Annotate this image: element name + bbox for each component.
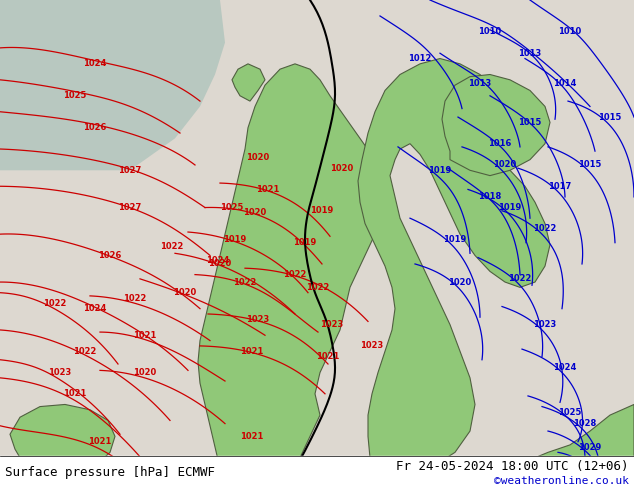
- Text: 1026: 1026: [83, 123, 107, 132]
- Text: 1028: 1028: [573, 419, 597, 428]
- Text: Fr 24-05-2024 18:00 UTC (12+06): Fr 24-05-2024 18:00 UTC (12+06): [396, 460, 629, 473]
- Text: 1015: 1015: [598, 113, 622, 122]
- Bar: [0, 456, 634, 490]
- Polygon shape: [442, 74, 550, 175]
- Text: 1021: 1021: [143, 469, 167, 478]
- Text: 1022: 1022: [43, 299, 67, 308]
- Text: 1024: 1024: [83, 304, 107, 313]
- Text: 1020: 1020: [133, 368, 157, 377]
- Text: 1021: 1021: [316, 352, 340, 361]
- Text: 1022: 1022: [233, 277, 257, 287]
- Text: 1027: 1027: [119, 203, 141, 212]
- Text: 1014: 1014: [553, 78, 577, 88]
- Text: 1023: 1023: [533, 320, 557, 329]
- Text: 1027: 1027: [119, 166, 141, 175]
- Text: 1022: 1022: [283, 270, 307, 279]
- Text: 1022: 1022: [508, 274, 532, 283]
- Text: 1015: 1015: [578, 160, 602, 170]
- Text: 1021: 1021: [256, 185, 280, 194]
- Text: 1019: 1019: [311, 206, 333, 215]
- Text: 1024: 1024: [83, 59, 107, 69]
- Text: 1024: 1024: [553, 363, 577, 372]
- Text: 1023: 1023: [247, 315, 269, 324]
- Text: 1024: 1024: [206, 256, 230, 265]
- Text: 1013: 1013: [469, 78, 491, 88]
- Text: 1021: 1021: [240, 347, 264, 356]
- Text: 1019: 1019: [223, 235, 247, 244]
- Text: 1020: 1020: [247, 153, 269, 162]
- Text: 1026: 1026: [98, 251, 122, 260]
- Text: 1021: 1021: [240, 432, 264, 441]
- Text: 1022: 1022: [533, 224, 557, 233]
- Polygon shape: [358, 58, 550, 484]
- Text: 1021: 1021: [133, 331, 157, 340]
- Polygon shape: [0, 0, 225, 171]
- Text: 1010: 1010: [479, 27, 501, 36]
- Polygon shape: [198, 64, 390, 484]
- Text: 1022: 1022: [306, 283, 330, 292]
- Text: 1012: 1012: [408, 54, 432, 63]
- Text: 1023: 1023: [320, 320, 344, 329]
- Polygon shape: [515, 404, 634, 490]
- Text: 1019: 1019: [498, 203, 522, 212]
- Text: 1022: 1022: [160, 243, 184, 251]
- Text: 1020: 1020: [173, 288, 197, 297]
- Text: 1030: 1030: [588, 464, 612, 473]
- Text: 1021: 1021: [88, 437, 112, 446]
- Text: ©weatheronline.co.uk: ©weatheronline.co.uk: [494, 476, 629, 486]
- Text: 1019: 1019: [443, 235, 467, 244]
- Text: 1019: 1019: [294, 238, 316, 247]
- Text: 1025: 1025: [63, 91, 87, 100]
- Text: 1029: 1029: [578, 442, 602, 451]
- Text: 1013: 1013: [519, 49, 541, 58]
- Text: 1015: 1015: [519, 118, 541, 127]
- Text: 1021: 1021: [63, 390, 87, 398]
- Text: 1016: 1016: [488, 139, 512, 148]
- Polygon shape: [232, 64, 265, 101]
- Text: 1020: 1020: [209, 260, 231, 269]
- Text: 1020: 1020: [243, 208, 267, 218]
- Text: 1025: 1025: [220, 203, 243, 212]
- Polygon shape: [10, 404, 115, 470]
- Text: 1023: 1023: [360, 342, 384, 350]
- Text: 1020: 1020: [330, 164, 354, 172]
- Text: 1010: 1010: [559, 27, 581, 36]
- Text: 1023: 1023: [48, 368, 72, 377]
- Text: Surface pressure [hPa] ECMWF: Surface pressure [hPa] ECMWF: [5, 466, 215, 479]
- Text: 1025: 1025: [559, 409, 581, 417]
- Text: 1017: 1017: [548, 182, 572, 191]
- Text: 1022: 1022: [74, 347, 97, 356]
- Text: 1022: 1022: [123, 294, 146, 302]
- Text: 1021: 1021: [173, 480, 197, 489]
- Text: 1018: 1018: [479, 193, 501, 201]
- Text: 1019: 1019: [429, 166, 451, 175]
- Text: 1020: 1020: [448, 277, 472, 287]
- Text: 1020: 1020: [493, 160, 517, 170]
